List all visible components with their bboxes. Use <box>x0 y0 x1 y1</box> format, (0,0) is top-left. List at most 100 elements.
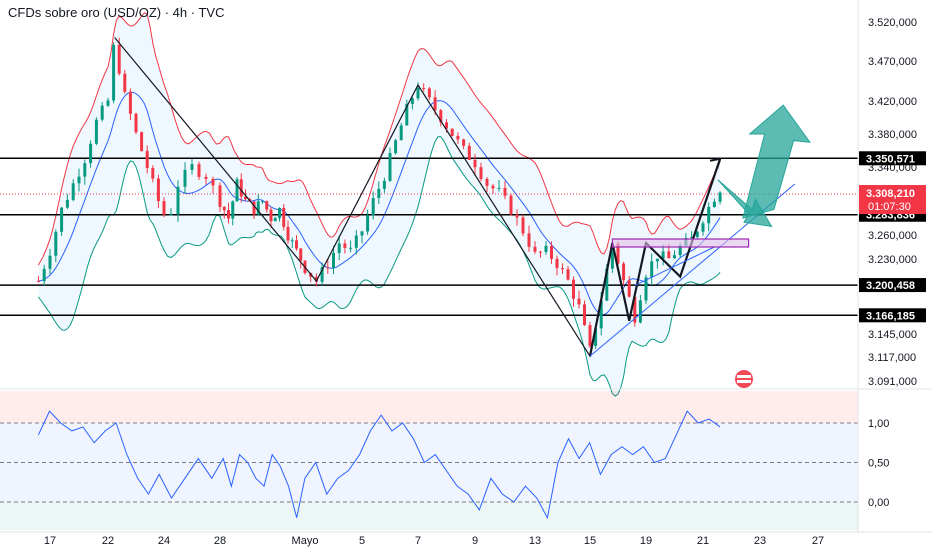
price-axis: 3.520,0003.470,0003.420,0003.380,0003.34… <box>859 17 926 509</box>
candle-body <box>616 243 620 264</box>
candle-body <box>162 201 166 215</box>
candle-body <box>572 279 575 299</box>
candle-body <box>673 255 676 259</box>
candle-body <box>117 45 121 74</box>
economic-event-icon-stripe <box>737 375 751 378</box>
candle-body <box>399 125 403 141</box>
candle-body <box>299 248 303 261</box>
projection-arrow-up <box>742 104 811 219</box>
candle-body <box>485 178 489 186</box>
price-tick-label: 3.260,000 <box>868 230 917 242</box>
candle-body <box>60 207 64 232</box>
candle-body <box>252 201 256 215</box>
level-label: 3.200,458 <box>866 280 915 292</box>
candle-body <box>42 268 46 282</box>
candle-body <box>527 233 531 247</box>
candle-body <box>577 298 581 305</box>
candle-body <box>410 98 414 104</box>
candle-body <box>701 223 705 232</box>
candle-body <box>690 236 694 238</box>
candle-body <box>427 88 431 98</box>
candle-body <box>655 258 659 262</box>
current-price-label: 3.308,210 <box>866 188 915 200</box>
trendline-support-inner <box>634 246 715 286</box>
candle-body <box>197 164 201 177</box>
zigzag-arrow-head <box>709 157 722 170</box>
candle-body <box>366 215 370 232</box>
candle-body <box>599 300 603 329</box>
candle-body <box>555 258 559 269</box>
bollinger-upper-line <box>37 12 721 266</box>
price-tick-label: 3.230,000 <box>868 254 917 266</box>
price-tick-label: 3.380,000 <box>868 129 917 141</box>
time-tick-label: 13 <box>529 535 541 547</box>
candle-body <box>450 128 454 136</box>
level-label-box <box>859 151 926 166</box>
candle-body <box>106 100 110 106</box>
candle-body <box>422 87 426 89</box>
level-label-box <box>859 308 926 323</box>
candle-body <box>239 179 243 197</box>
candle-body <box>712 201 716 207</box>
candle-body <box>222 206 226 211</box>
candle-body <box>433 97 437 111</box>
candle-body <box>54 231 58 256</box>
candle-body <box>544 245 548 253</box>
price-tick-label: 3.145,000 <box>868 329 917 341</box>
candles-group <box>36 37 722 349</box>
candle-body <box>371 198 375 216</box>
candle-body <box>140 132 144 152</box>
candle-body <box>295 240 298 249</box>
candle-body <box>183 169 187 187</box>
price-tick-label: 3.091,000 <box>868 376 917 388</box>
time-tick-label: 27 <box>812 535 824 547</box>
candle-body <box>550 245 553 259</box>
candle-body <box>332 253 335 269</box>
time-tick-label: 15 <box>584 535 596 547</box>
candle-body <box>439 110 443 123</box>
candle-body <box>678 245 682 256</box>
candle-body <box>156 178 160 202</box>
candle-body <box>588 325 592 346</box>
candle-body <box>273 218 277 222</box>
candle-body <box>343 243 347 248</box>
candle-body <box>190 164 194 170</box>
candle-body <box>695 231 699 237</box>
candle-body <box>539 251 542 253</box>
candle-body <box>650 261 654 278</box>
time-axis: 17 22 24 28 Mayo 5 7 9 13 15 19 21 23 27 <box>44 535 824 547</box>
candle-body <box>566 269 570 280</box>
indicator-overbought-zone <box>0 391 858 423</box>
candle-body <box>89 143 93 164</box>
zigzag-pattern-line <box>588 158 722 357</box>
price-tick-label: 3.117,000 <box>868 352 916 364</box>
candle-body <box>661 251 665 259</box>
candle-body <box>473 159 477 168</box>
candle-body <box>256 201 260 215</box>
candle-body <box>282 208 286 227</box>
candle-body <box>314 276 318 282</box>
candle-body <box>533 246 537 252</box>
candle-body <box>265 201 269 210</box>
candle-body <box>718 192 722 202</box>
candle-body <box>218 185 222 207</box>
time-tick-label: 19 <box>640 535 652 547</box>
chart-title: CFDs sobre oro (USD/OZ) · 4h · TVC <box>8 5 225 20</box>
candle-body <box>48 255 52 269</box>
candle-body <box>479 167 483 179</box>
indicator-oversold-zone <box>0 502 858 530</box>
price-tick-label: 3.470,000 <box>868 56 917 68</box>
candle-body <box>456 135 460 140</box>
economic-event-icon <box>735 370 753 388</box>
candle-body <box>416 87 420 99</box>
candle-body <box>176 186 180 215</box>
bollinger-band-fill <box>38 12 721 397</box>
level-label: 3.166,185 <box>866 310 915 322</box>
time-tick-label: 7 <box>415 535 421 547</box>
candle-body <box>269 209 273 222</box>
candle-body <box>462 139 466 146</box>
candle-body <box>405 103 409 126</box>
candle-body <box>71 183 75 200</box>
